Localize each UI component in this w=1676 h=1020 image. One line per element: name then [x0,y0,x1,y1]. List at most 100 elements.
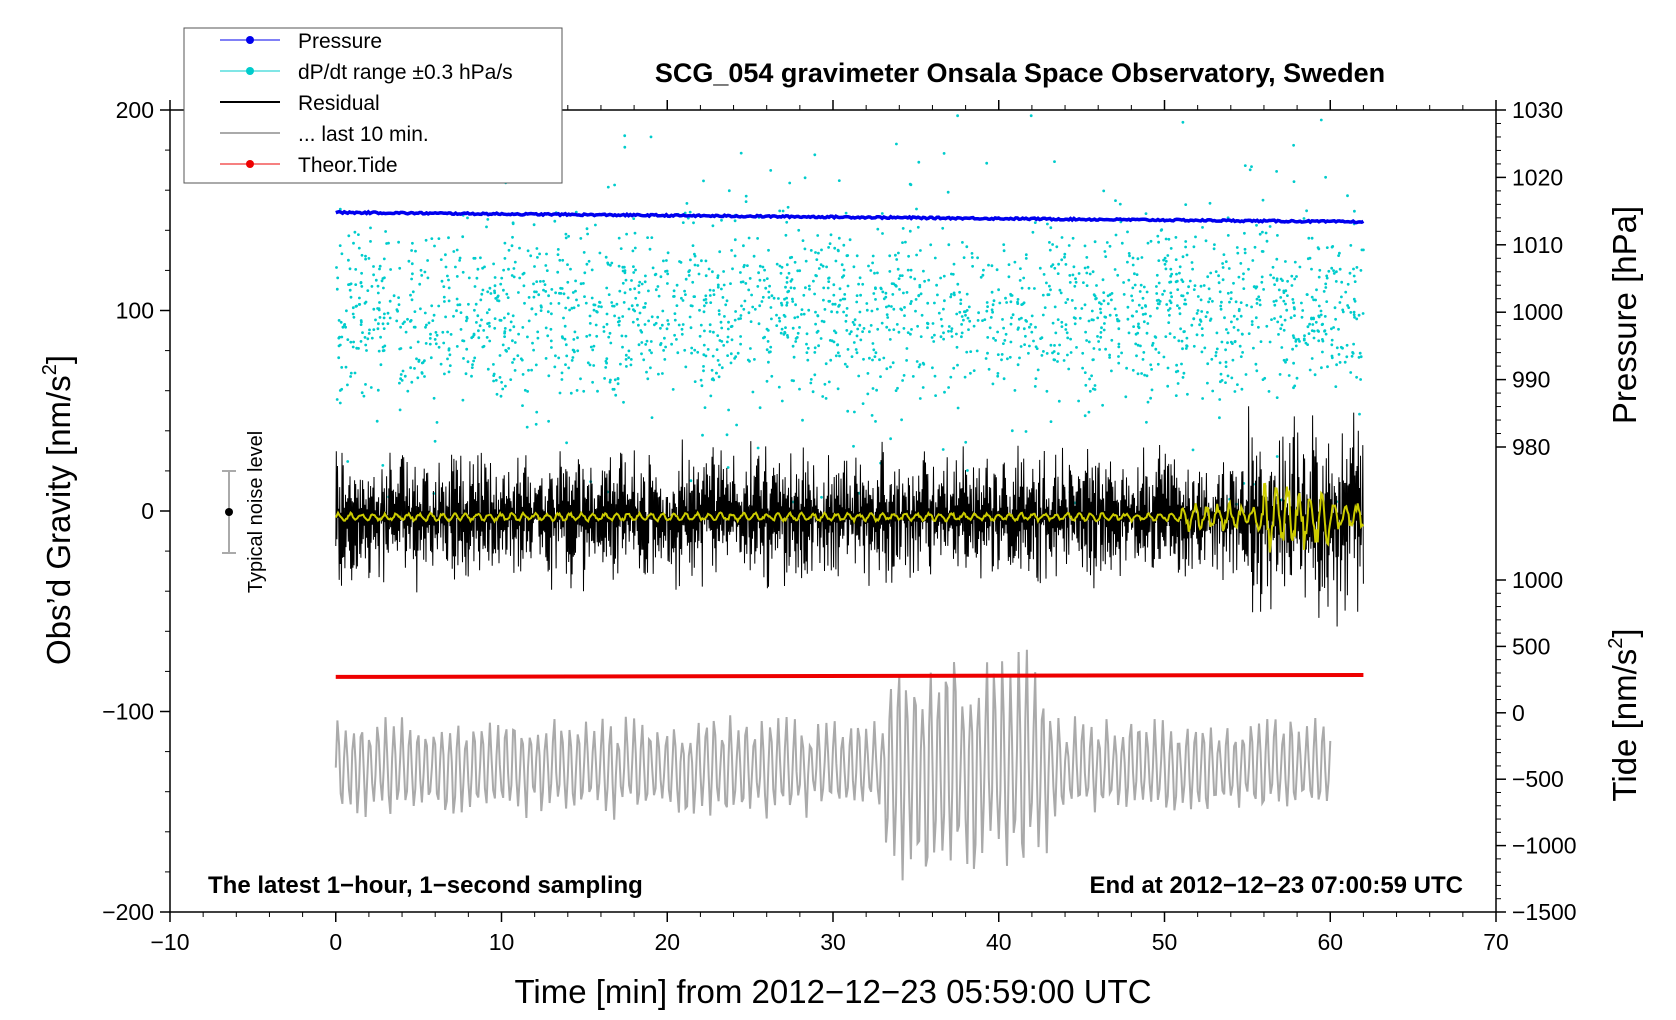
dpdt-point [385,242,388,245]
dpdt-point [702,369,705,373]
dpdt-point [1293,260,1297,264]
dpdt-point [650,236,654,240]
dpdt-point [1095,284,1098,287]
dpdt-point [1068,274,1072,277]
dpdt-point [681,299,685,302]
dpdt-point [820,495,823,499]
dpdt-point [430,304,434,308]
dpdt-point [671,388,675,391]
dpdt-point [444,265,448,269]
dpdt-point [504,384,507,388]
dpdt-point [909,183,913,187]
dpdt-point [1184,240,1188,243]
dpdt-point [1016,363,1020,367]
dpdt-point [616,382,620,386]
dpdt-point [868,330,871,334]
dpdt-point [1157,351,1161,354]
dpdt-point [1096,335,1099,338]
dpdt-point [1334,317,1337,321]
dpdt-point [991,310,994,314]
dpdt-point [785,301,789,305]
dpdt-point [569,391,573,395]
dpdt-point [634,268,637,272]
dpdt-point [1064,301,1068,304]
dpdt-point [816,314,820,317]
dpdt-point [507,248,511,252]
dpdt-point [1259,340,1263,343]
dpdt-point [406,389,410,393]
dpdt-point [970,256,974,259]
dpdt-point [876,327,880,331]
dpdt-point [1207,287,1211,291]
dpdt-point [544,290,548,293]
dpdt-point [673,333,676,337]
dpdt-point [572,306,576,310]
dpdt-point [748,277,752,280]
dpdt-point [1221,262,1224,265]
dpdt-point [1334,385,1338,388]
dpdt-point [1008,355,1012,359]
dpdt-point [1053,266,1057,270]
dpdt-point [1007,275,1011,279]
dpdt-point [1332,326,1335,329]
dpdt-point [1051,243,1054,246]
dpdt-point [1250,320,1254,323]
dpdt-point [1331,245,1335,248]
dpdt-point [376,388,380,392]
dpdt-point [623,271,627,275]
dpdt-point [503,327,507,330]
dpdt-point [901,241,904,245]
dpdt-point [1103,322,1106,325]
dpdt-point [722,270,725,273]
dpdt-point [594,323,598,327]
tide-tick-label: −500 [1512,766,1564,792]
dpdt-point [659,275,663,279]
dpdt-point [761,295,765,299]
dpdt-point [1353,280,1357,283]
dpdt-point [1324,286,1328,289]
dpdt-point [429,356,433,360]
dpdt-point [1100,326,1103,330]
dpdt-point [380,279,384,283]
dpdt-point [1183,302,1186,306]
dpdt-point [379,363,383,367]
dpdt-point [495,392,499,396]
dpdt-point [1102,299,1106,303]
dpdt-point [1029,323,1033,326]
dpdt-point [1055,245,1059,249]
dpdt-point [1117,327,1121,331]
dpdt-point [648,247,652,251]
dpdt-point [739,314,743,317]
dpdt-point [1056,360,1059,363]
dpdt-point [1041,313,1045,317]
dpdt-point [544,264,548,267]
dpdt-point [465,319,468,323]
dpdt-point [1322,290,1326,293]
dpdt-point [1090,309,1094,313]
dpdt-point [765,379,769,383]
dpdt-point [477,336,481,340]
dpdt-point [539,280,542,283]
dpdt-point [733,219,737,223]
dpdt-point [659,326,662,330]
dpdt-point [1128,254,1131,258]
dpdt-point [1352,313,1356,317]
dpdt-point [1113,268,1117,271]
dpdt-point [614,393,618,397]
dpdt-point [583,295,586,298]
dpdt-point [958,310,962,314]
dpdt-point [337,344,341,348]
dpdt-point [1199,298,1203,302]
dpdt-point [482,329,486,332]
dpdt-point [996,374,1000,378]
dpdt-point [619,362,622,366]
dpdt-point [1139,283,1143,287]
dpdt-point [665,259,668,262]
last-10-min-series [334,649,1332,881]
dpdt-point [1191,267,1194,271]
dpdt-point [1185,336,1189,340]
dpdt-point [916,324,919,328]
dpdt-point [1070,299,1074,302]
dpdt-point [708,323,712,327]
dpdt-point [1201,397,1204,400]
